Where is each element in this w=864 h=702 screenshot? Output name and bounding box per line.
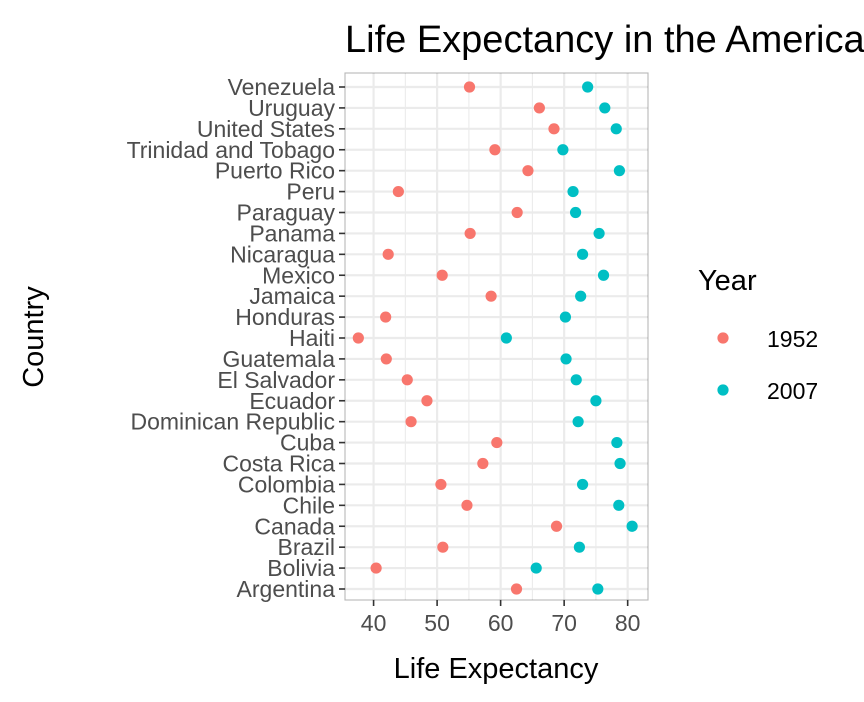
y-tick-label: Trinidad and Tobago: [127, 137, 335, 163]
y-tick-label: Cuba: [280, 430, 335, 456]
data-point-1952: [548, 123, 560, 135]
legend: Year 1952 2007: [698, 265, 818, 404]
minor-gridlines: [404, 73, 597, 600]
data-point-2007: [613, 165, 626, 177]
y-tick-label: Dominican Republic: [130, 409, 335, 435]
data-point-2007: [573, 541, 585, 553]
y-tick-label: Panama: [249, 220, 335, 246]
data-points: [352, 81, 638, 595]
data-point-1952: [405, 416, 417, 428]
y-tick-label: United States: [197, 116, 335, 142]
y-tick-label: Costa Rica: [223, 451, 336, 477]
data-point-2007: [610, 123, 622, 135]
data-point-1952: [380, 311, 392, 323]
y-axis: ArgentinaBoliviaBrazilCanadaChileColombi…: [127, 74, 345, 602]
data-point-2007: [593, 227, 605, 240]
data-point-2007: [500, 332, 512, 344]
y-tick-label: Colombia: [238, 471, 335, 497]
data-point-1952: [370, 562, 382, 574]
data-point-1952: [533, 102, 545, 114]
y-tick-label: Chile: [283, 492, 335, 518]
data-point-2007: [582, 81, 594, 93]
data-point-2007: [559, 311, 572, 323]
y-tick-label: Venezuela: [228, 74, 336, 100]
data-point-2007: [611, 436, 623, 449]
x-tick-label: 50: [424, 610, 450, 636]
y-tick-label: Canada: [254, 513, 335, 539]
data-point-1952: [437, 541, 449, 553]
data-point-2007: [560, 353, 572, 365]
data-point-2007: [569, 206, 582, 219]
panel-border: [344, 72, 649, 601]
y-axis-title: Country: [18, 286, 50, 388]
data-point-1952: [435, 478, 447, 491]
legend-items: 1952 2007: [717, 326, 818, 404]
data-point-2007: [570, 374, 582, 386]
data-point-2007: [590, 395, 602, 407]
data-point-1952: [382, 248, 394, 260]
y-tick-label: Jamaica: [249, 283, 335, 309]
y-tick-label: Haiti: [289, 325, 335, 351]
y-tick-label: Uruguay: [248, 95, 335, 121]
data-point-1952: [461, 499, 473, 511]
data-point-1952: [510, 583, 523, 595]
data-point-2007: [567, 185, 579, 198]
data-point-1952: [392, 185, 404, 198]
data-point-2007: [572, 416, 584, 428]
data-point-2007: [576, 478, 589, 491]
data-point-1952: [436, 269, 448, 281]
data-point-2007: [599, 102, 611, 114]
major-gridlines: [345, 73, 648, 600]
y-tick-label: Guatemala: [222, 346, 335, 372]
y-tick-label: Mexico: [262, 262, 335, 288]
legend-key-2007: [717, 384, 729, 396]
data-point-1952: [421, 395, 433, 407]
data-point-2007: [613, 499, 625, 511]
y-tick-label: Puerto Rico: [215, 158, 335, 184]
x-tick-label: 70: [551, 610, 577, 636]
data-point-2007: [614, 457, 626, 470]
data-point-1952: [485, 290, 497, 302]
y-tick-label: Brazil: [277, 534, 335, 560]
data-point-2007: [557, 144, 569, 156]
y-tick-label: El Salvador: [217, 367, 335, 393]
data-point-1952: [491, 436, 503, 449]
data-point-1952: [550, 520, 563, 532]
data-point-1952: [464, 227, 476, 240]
y-tick-label: Nicaragua: [230, 241, 335, 267]
y-tick-label: Ecuador: [249, 388, 335, 414]
data-point-2007: [592, 583, 604, 595]
legend-label-1952: 1952: [767, 326, 818, 352]
y-tick-label: Argentina: [237, 576, 336, 602]
x-tick-label: 80: [615, 610, 641, 636]
x-axis: 40 50 60 70 80: [361, 600, 641, 636]
data-point-2007: [597, 269, 610, 281]
panel-background: [345, 73, 648, 600]
data-point-1952: [463, 81, 476, 93]
data-point-1952: [352, 332, 364, 344]
data-point-1952: [401, 374, 413, 386]
x-tick-label: 60: [488, 610, 514, 636]
y-tick-label: Honduras: [235, 304, 335, 330]
data-point-1952: [477, 457, 489, 470]
legend-title: Year: [698, 265, 757, 297]
chart-title: Life Expectancy in the Americas: [345, 19, 864, 61]
data-point-2007: [530, 562, 542, 574]
y-tick-label: Peru: [286, 179, 335, 205]
legend-key-1952: [717, 332, 729, 344]
data-point-1952: [522, 165, 534, 177]
y-tick-label: Paraguay: [237, 200, 336, 226]
data-point-2007: [626, 520, 638, 532]
legend-label-2007: 2007: [767, 378, 818, 404]
data-point-2007: [576, 248, 589, 260]
data-point-1952: [489, 144, 501, 156]
data-point-1952: [511, 206, 523, 219]
x-axis-title: Life Expectancy: [394, 653, 599, 685]
panel: [344, 72, 649, 601]
data-point-1952: [380, 353, 392, 365]
y-tick-label: Bolivia: [267, 555, 335, 581]
x-tick-label: 40: [361, 610, 387, 636]
data-point-2007: [575, 290, 587, 302]
